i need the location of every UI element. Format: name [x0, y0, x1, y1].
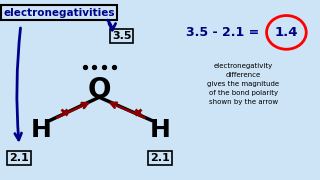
Text: 3.5: 3.5 [112, 31, 131, 41]
Text: H: H [31, 118, 52, 142]
FancyArrowPatch shape [108, 20, 116, 30]
Text: H: H [149, 118, 171, 142]
Text: 2.1: 2.1 [150, 153, 170, 163]
Text: 2.1: 2.1 [9, 153, 29, 163]
FancyArrowPatch shape [15, 28, 21, 140]
Text: 3.5 - 2.1 =: 3.5 - 2.1 = [186, 26, 263, 39]
Text: 1.4: 1.4 [275, 26, 298, 39]
Text: electronegativity
difference
gives the magnitude
of the bond polarity
shown by t: electronegativity difference gives the m… [207, 63, 279, 105]
Text: O: O [87, 76, 111, 104]
Text: electronegativities: electronegativities [4, 8, 115, 18]
